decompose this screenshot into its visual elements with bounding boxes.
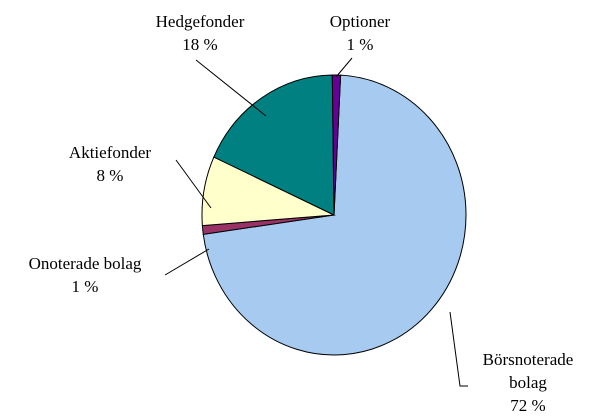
label-value: 18 % [182, 35, 218, 54]
pie-slice [213, 74, 335, 216]
slice-label: Optioner 1 % [310, 10, 410, 56]
leader-line [175, 159, 212, 209]
label-value: 1 % [71, 277, 99, 296]
leader-line [449, 311, 468, 387]
slice-label: Börsnoterade bolag 72 % [465, 348, 591, 417]
label-name: Hedgefonder [155, 12, 245, 31]
pie-slice [331, 74, 342, 216]
label-value: 1 % [346, 35, 374, 54]
label-name: Aktiefonder [68, 143, 152, 162]
label-name: Börsnoterade bolag [482, 350, 574, 392]
slice-label: Aktiefonder 8 % [50, 141, 170, 187]
label-value: 72 % [510, 396, 546, 415]
slice-label: Onoterade bolag 1 % [5, 252, 165, 298]
leader-lines [164, 57, 468, 387]
leader-line [335, 57, 353, 78]
label-name: Onoterade bolag [28, 254, 142, 273]
label-value: 8 % [96, 166, 124, 185]
leader-line [195, 59, 267, 117]
slice-label: Hedgefonder 18 % [140, 10, 260, 56]
label-name: Optioner [329, 12, 391, 31]
leader-line [164, 248, 210, 276]
